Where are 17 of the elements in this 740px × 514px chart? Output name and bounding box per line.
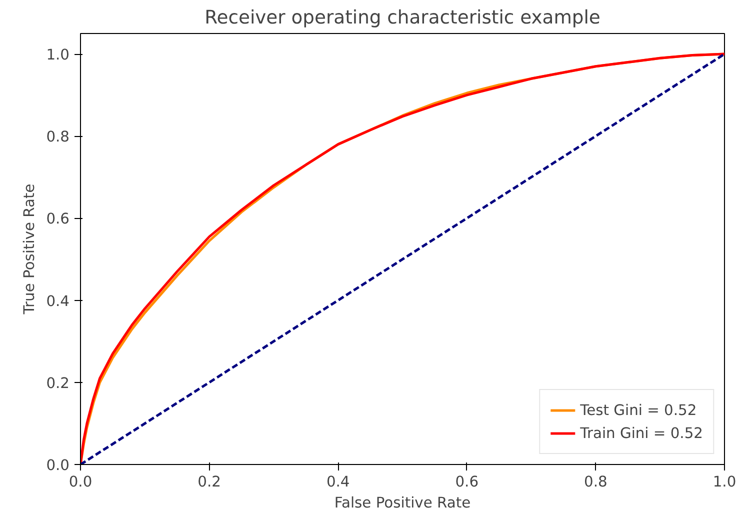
x-axis-title: False Positive Rate [334,494,471,512]
x-tick-label: 0.0 [68,474,92,490]
legend-label: Test Gini = 0.52 [580,402,697,418]
chart-title: Receiver operating characteristic example [204,8,600,28]
y-tick-label: 1.0 [46,46,70,64]
x-tick-label: 0.2 [198,474,221,490]
y-tick-label: 0.6 [46,210,70,228]
y-axis-title: True Positive Rate [21,184,38,316]
legend-label: Train Gini = 0.52 [580,424,703,442]
y-tick-label: 0.4 [46,292,70,310]
x-tick-label: 0.8 [584,474,608,490]
x-tick-label: 1.0 [712,474,736,490]
y-tick-label: 0.0 [46,457,70,474]
y-tick-label: 0.2 [46,374,70,392]
x-tick-label: 0.4 [326,474,350,490]
y-tick-label: 0.8 [46,128,70,146]
x-tick-label: 0.6 [455,474,479,490]
